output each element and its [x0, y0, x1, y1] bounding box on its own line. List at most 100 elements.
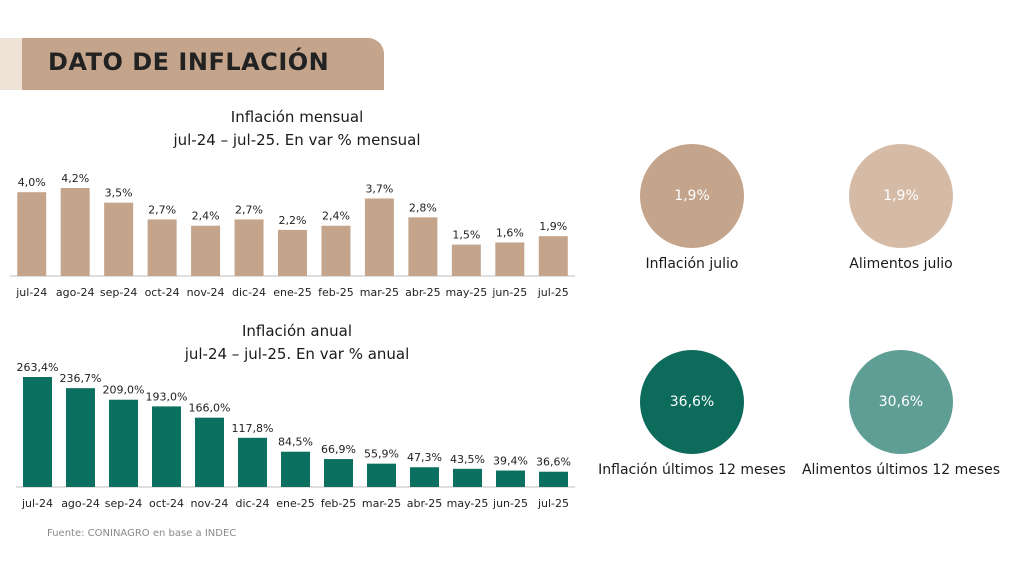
data-label-jun-25: 39,4%	[493, 455, 528, 468]
bar-mar-25	[364, 198, 394, 276]
data-label-mar-25: 3,7%	[365, 182, 393, 195]
x-tick-feb-25: feb-25	[318, 286, 354, 299]
data-label-mar-25: 55,9%	[364, 448, 399, 461]
kpi-inflacion-julio: 1,9% Inflación julio	[582, 144, 802, 272]
bar-ago-24	[66, 388, 95, 487]
kpi-value: 30,6%	[878, 394, 924, 410]
data-label-abr-25: 47,3%	[407, 451, 442, 464]
x-tick-ene-25: ene-25	[276, 497, 314, 510]
chart-annual: 263,4% jul-24 236,7% ago-24 209,0% sep-24 193,…	[16, 361, 575, 510]
kpi-value: 1,9%	[883, 188, 919, 204]
data-label-feb-25: 66,9%	[321, 443, 356, 456]
kpi-circle: 36,6%	[640, 350, 744, 454]
header-banner: DATO DE INFLACIÓN	[0, 38, 384, 90]
chart-monthly: 4,0% jul-24 4,2% ago-24 3,5% sep-24 2,7% oct-24…	[10, 172, 575, 299]
bar-ago-24	[60, 188, 90, 276]
x-tick-jun-25: jun-25	[492, 497, 528, 510]
x-tick-dic-24: dic-24	[232, 286, 266, 299]
kpi-value: 1,9%	[674, 188, 710, 204]
data-label-sep-24: 209,0%	[103, 384, 145, 397]
source-note: Fuente: CONINAGRO en base a INDEC	[47, 528, 237, 539]
bar-abr-25	[408, 217, 438, 276]
kpi-label: Inflación julio	[645, 256, 739, 272]
x-tick-ago-24: ago-24	[56, 286, 95, 299]
kpi-label: Inflación últimos 12 meses	[598, 462, 786, 478]
x-tick-nov-24: nov-24	[191, 497, 229, 510]
x-tick-jul-24: jul-24	[15, 286, 47, 299]
data-label-ene-25: 2,2%	[279, 214, 307, 227]
bar-dic-24	[238, 437, 267, 487]
bar-jul-24	[23, 377, 52, 487]
data-label-jul-24: 263,4%	[17, 361, 59, 374]
data-label-jul-25: 36,6%	[536, 456, 571, 469]
kpi-label: Alimentos julio	[849, 256, 953, 272]
bar-may-25	[453, 468, 482, 487]
data-label-abr-25: 2,8%	[409, 201, 437, 214]
kpi-circle: 1,9%	[640, 144, 744, 248]
x-tick-jul-25: jul-25	[537, 497, 569, 510]
data-label-jul-25: 1,9%	[539, 220, 567, 233]
data-label-oct-24: 2,7%	[148, 203, 176, 216]
x-tick-jun-25: jun-25	[491, 286, 527, 299]
page-title: DATO DE INFLACIÓN	[48, 48, 330, 76]
data-label-dic-24: 117,8%	[232, 422, 274, 435]
data-label-oct-24: 193,0%	[146, 390, 188, 403]
data-label-may-25: 43,5%	[450, 453, 485, 466]
data-label-ago-24: 4,2%	[61, 172, 89, 185]
bar-abr-25	[410, 467, 439, 487]
bar-feb-25	[324, 459, 353, 487]
bar-mar-25	[367, 463, 396, 487]
chart-monthly-title: Inflación mensual	[230, 108, 364, 126]
bar-nov-24	[191, 225, 221, 276]
x-tick-oct-24: oct-24	[145, 286, 180, 299]
x-tick-abr-25: abr-25	[407, 497, 443, 510]
kpi-inflacion-12-meses: 36,6% Inflación últimos 12 meses	[582, 350, 802, 478]
kpi-alimentos-julio: 1,9% Alimentos julio	[791, 144, 1011, 272]
data-label-ene-25: 84,5%	[278, 436, 313, 449]
kpi-circle: 1,9%	[849, 144, 953, 248]
bar-jul-25	[538, 236, 568, 276]
data-label-may-25: 1,5%	[452, 229, 480, 242]
kpi-circle: 30,6%	[849, 350, 953, 454]
x-tick-mar-25: mar-25	[360, 286, 399, 299]
data-label-ago-24: 236,7%	[60, 372, 102, 385]
x-tick-oct-24: oct-24	[149, 497, 184, 510]
x-tick-nov-24: nov-24	[187, 286, 225, 299]
bar-sep-24	[109, 399, 138, 487]
data-label-dic-24: 2,7%	[235, 203, 263, 216]
x-tick-may-25: may-25	[445, 286, 487, 299]
bar-may-25	[451, 244, 481, 276]
data-label-jun-25: 1,6%	[496, 226, 524, 239]
bar-feb-25	[321, 225, 351, 276]
x-tick-feb-25: feb-25	[321, 497, 357, 510]
bar-ene-25	[281, 451, 310, 487]
x-tick-ago-24: ago-24	[61, 497, 100, 510]
chart-annual-title: Inflación anual	[241, 322, 352, 340]
x-tick-ene-25: ene-25	[273, 286, 311, 299]
bar-dic-24	[234, 219, 264, 276]
data-label-feb-25: 2,4%	[322, 210, 350, 223]
kpi-label: Alimentos últimos 12 meses	[801, 462, 1001, 478]
bar-jul-25	[539, 471, 568, 487]
x-tick-mar-25: mar-25	[362, 497, 401, 510]
data-label-nov-24: 166,0%	[189, 402, 231, 415]
kpi-alimentos-12-meses: 30,6% Alimentos últimos 12 meses	[791, 350, 1011, 478]
x-tick-dic-24: dic-24	[235, 497, 269, 510]
chart-monthly-subtitle: jul-24 – jul-25. En var % mensual	[173, 131, 421, 149]
x-tick-may-25: may-25	[447, 497, 489, 510]
data-label-nov-24: 2,4%	[192, 210, 220, 223]
x-tick-sep-24: sep-24	[100, 286, 137, 299]
bar-sep-24	[104, 202, 134, 276]
kpi-value: 36,6%	[669, 394, 715, 410]
bar-nov-24	[195, 417, 224, 487]
x-tick-jul-25: jul-25	[537, 286, 569, 299]
chart-annual-subtitle: jul-24 – jul-25. En var % anual	[184, 345, 410, 363]
bar-jul-24	[17, 192, 47, 276]
data-label-jul-24: 4,0%	[18, 176, 46, 189]
bar-jun-25	[496, 470, 525, 487]
data-label-sep-24: 3,5%	[105, 187, 133, 200]
x-tick-jul-24: jul-24	[21, 497, 53, 510]
banner-accent	[0, 38, 22, 90]
x-tick-abr-25: abr-25	[405, 286, 441, 299]
x-tick-sep-24: sep-24	[105, 497, 142, 510]
